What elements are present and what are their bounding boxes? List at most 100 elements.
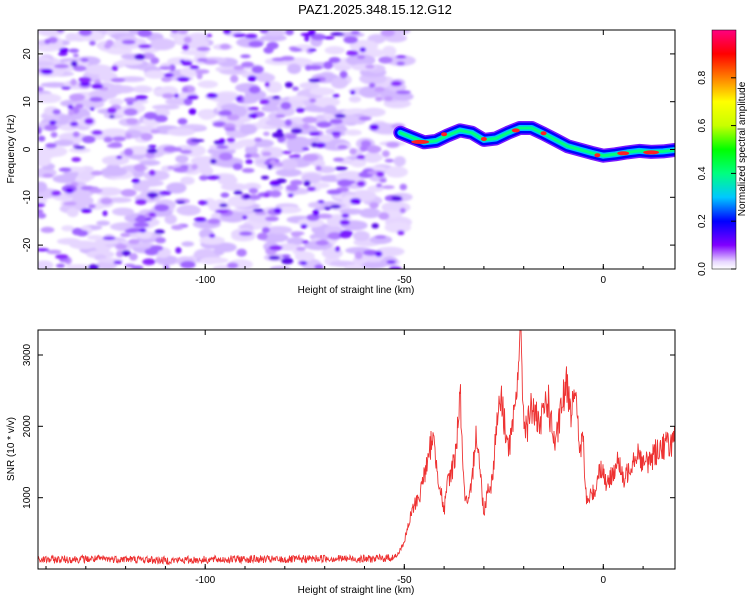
heatmap-cell-548 [58,167,72,172]
heatmap-cell-697 [123,108,138,116]
plot-frame-bottom [37,329,676,570]
heatmap-cell-686 [239,231,253,236]
heatmap-cell-795 [38,203,45,208]
heatmap-cell-218 [61,225,75,232]
heatmap-cell-668 [216,145,229,150]
heatmap-cell-892 [198,200,208,206]
colorbar: 0.0 0.2 0.4 0.6 0.8 Normalized spectral ampl… [697,29,748,276]
heatmap-cell-525 [374,86,385,93]
heatmap-cell-87 [260,34,287,42]
heatmap-cell-802 [190,139,205,143]
heatmap-cell-785 [188,108,197,115]
heatmap-cell-444 [154,108,170,118]
heatmap-cell-822 [268,255,281,260]
heatmap-cell-831 [264,193,270,198]
heatmap-cell-719 [284,119,292,127]
x-axis-label-top: Height of straight line (km) [298,285,415,296]
heatmap-cell-858 [175,200,186,204]
heatmap-cell-919 [135,199,147,205]
heatmap-cell-772 [224,127,236,132]
y-tick-label-2: 3000 [22,343,33,366]
heatmap-cell-806 [303,180,311,187]
heatmap-cell-191 [275,168,302,177]
heatmap-cell-650 [285,30,294,36]
heatmap-cell-855 [259,99,270,105]
heatmap-cell-882 [281,257,294,265]
heatmap-cell-678 [227,114,240,121]
heatmap-cell-513 [150,38,176,51]
heatmap-cell-420 [167,128,196,136]
heatmap-cell-371 [286,136,311,148]
heatmap-cell-876 [332,93,340,98]
heatmap-cell-324 [313,159,326,168]
heatmap-cell-597 [382,150,390,158]
heatmap-cell-768 [42,173,54,178]
heatmap-cell-743 [350,30,361,35]
heatmap-cell-73 [386,55,416,67]
heatmap-cell-447 [392,92,414,101]
heatmap-cell-859 [84,117,94,125]
heatmap-cell-592 [269,190,282,198]
heatmap-cell-495 [339,208,364,215]
heatmap-cell-529 [123,97,139,103]
heatmap-cell-674 [38,135,46,142]
heatmap-cell-842 [154,229,165,234]
heatmap-cell-214 [349,39,379,52]
heatmap-cell-604 [103,136,113,143]
heatmap-cell-817 [369,124,380,131]
heatmap-cell-595 [399,183,407,191]
heatmap-cell-385 [352,230,370,242]
heatmap-cell-702 [40,226,55,233]
heatmap-cell-835 [55,254,69,260]
heatmap-cell-870 [88,264,100,269]
signal-peak-0 [411,139,430,144]
heatmap-cell-660 [150,129,161,134]
heatmap-cell-484 [352,256,366,266]
heatmap-cell-175 [286,237,305,246]
heatmap-cell-905 [350,90,356,95]
heatmap-cell-823 [78,76,92,83]
heatmap-cell-769 [159,66,173,70]
heatmap-cell-647 [154,114,168,123]
heatmap-cell-414 [288,95,310,102]
heatmap-cell-612 [365,64,375,69]
heatmap-cell-708 [196,72,203,80]
heatmap-cell-865 [59,47,69,53]
signal-peak-6 [617,151,630,156]
heatmap-cell-801 [300,224,308,229]
heatmap-cell-808 [91,83,104,90]
heatmap-cell-722 [218,110,233,116]
heatmap-cell-605 [68,48,80,53]
heatmap-cell-539 [154,204,170,212]
heatmap-cell-638 [310,33,326,41]
heatmap-cell-771 [302,116,318,124]
heatmap-cell-360 [39,30,61,36]
heatmap-cell-782 [308,78,321,83]
heatmap-cell-754 [241,168,255,173]
heatmap-cell-281 [106,197,132,203]
heatmap-cell-460 [361,107,386,117]
heatmap-cell-154 [265,81,283,93]
heatmap-cell-800 [67,104,74,110]
heatmap-cell-805 [323,36,335,40]
heatmap-cell-774 [125,133,132,140]
colorbar-ticks: 0.0 0.2 0.4 0.6 0.8 [697,70,736,276]
heatmap-cell-929 [248,113,258,119]
heatmap-cell-532 [112,136,126,142]
heatmap-cells [38,30,416,269]
heatmap-cell-454 [344,129,362,136]
heatmap-cell-872 [334,246,341,252]
heatmap-cell-279 [175,155,189,163]
heatmap-cell-550 [360,140,372,148]
heatmap-cell-634 [358,116,372,121]
heatmap-cell-511 [220,103,242,112]
heatmap-cell-587 [137,30,153,38]
heatmap-cell-64 [220,183,248,191]
heatmap-cell-749 [316,121,332,128]
heatmap-cell-880 [61,86,72,90]
heatmap-cell-881 [176,76,190,82]
colorbar-tick-label-0: 0.0 [697,262,708,276]
heatmap-cell-559 [56,30,64,33]
heatmap-cell-366 [197,80,218,89]
heatmap-cell-531 [195,69,210,74]
